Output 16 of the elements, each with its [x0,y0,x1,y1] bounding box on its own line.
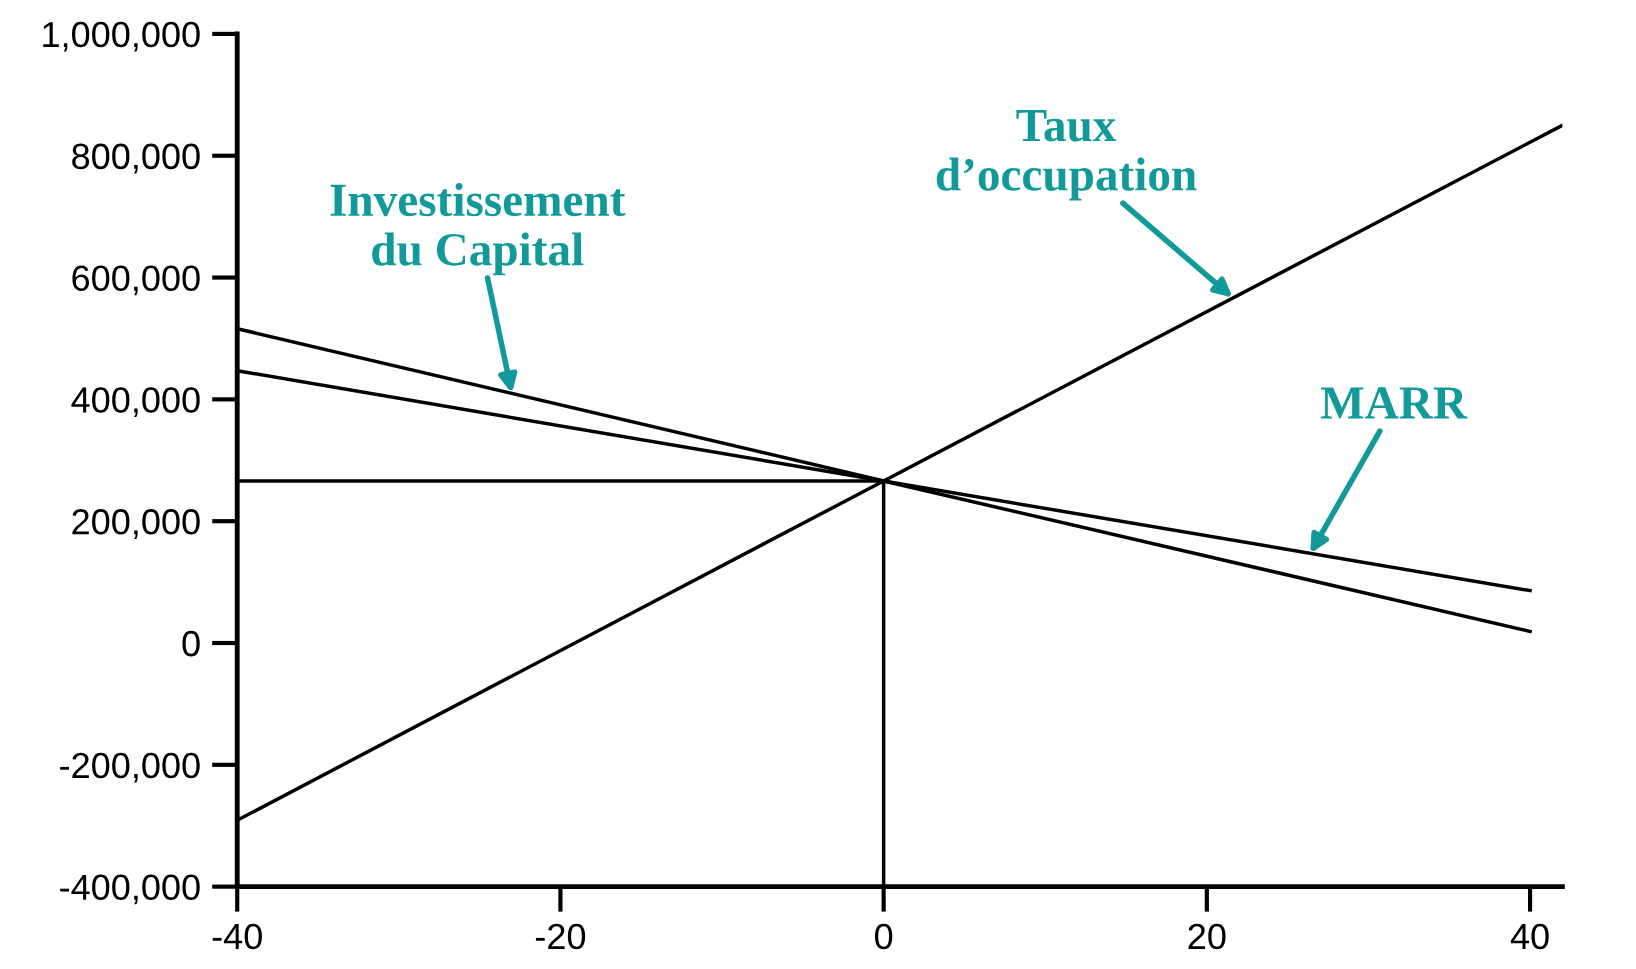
y-tick-label: 400,000 [71,387,200,418]
y-tick-label: 0 [182,630,200,657]
annotation: Investissement du Capital [330,183,626,276]
x-tick-label: -20 [535,923,586,950]
x-tick-label: 20 [1188,923,1226,950]
x-tick-label: -40 [212,923,262,950]
y-tick-label: 800,000 [72,143,200,174]
y-tick-label: -200,000 [60,752,200,783]
y-tick-label: 600,000 [72,265,200,296]
x-tick-label: 40 [1510,923,1549,950]
annotation: MARR [1320,387,1468,419]
annotation: Taux d’occupation [936,110,1197,201]
y-tick-label: -400,000 [60,874,200,905]
y-tick-label: 200,000 [72,509,200,539]
x-tick-label: 0 [875,923,893,950]
y-tick-label: 1,000,000 [43,21,200,52]
